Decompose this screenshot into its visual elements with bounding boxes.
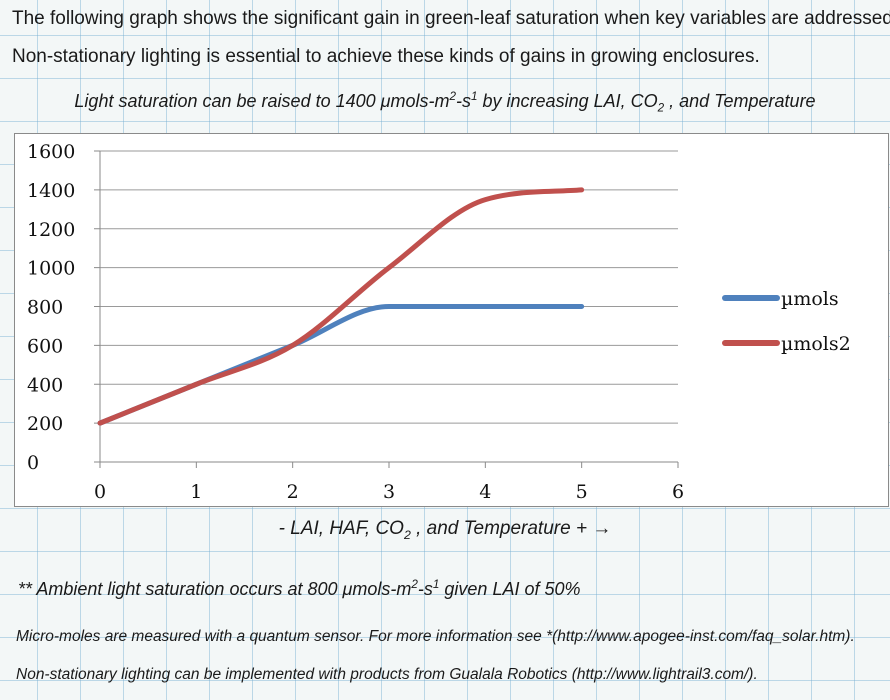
y-tick-label: 0	[27, 452, 39, 474]
note-sup-1: 2	[411, 578, 418, 591]
x-axis-caption: - LAI, HAF, CO2 , and Temperature + →	[0, 518, 890, 542]
y-tick-label: 1000	[27, 258, 75, 280]
subtitle-sub-1: 2	[657, 101, 665, 115]
subtitle-text-1: Light saturation can be raised to 1400 μ…	[74, 91, 450, 111]
y-tick-label: 400	[27, 374, 63, 396]
chart-subtitle: Light saturation can be raised to 1400 μ…	[0, 90, 890, 115]
legend-label-2: µmols2	[781, 333, 851, 355]
y-tick-label: 1400	[27, 180, 75, 202]
note-text-2: -s	[417, 579, 433, 599]
x-tick-label: 2	[287, 481, 299, 503]
series-line-1	[97, 303, 585, 426]
intro-line-1: The following graph shows the significan…	[12, 8, 890, 29]
y-tick-label: 600	[27, 335, 63, 357]
x-tick-label: 6	[672, 481, 684, 503]
note-sup-2: 1	[432, 578, 440, 591]
subtitle-sup-1: 2	[449, 90, 457, 103]
x-caption-text-2: , and Temperature + →	[410, 518, 612, 539]
y-tick-label: 800	[27, 297, 63, 319]
y-tick-label: 200	[27, 413, 63, 435]
line-chart: 0 200 400 600 800 1000 1200 1400 1600 0 1 2 3 4 5 6 µmol…	[27, 141, 851, 503]
note-text-3: given LAI of 50%	[439, 579, 581, 599]
y-tick-label: 1200	[27, 219, 75, 241]
subtitle-text-4: , and Temperature	[664, 91, 816, 111]
subtitle-sup-2: 1	[471, 90, 478, 103]
x-caption-text-1: - LAI, HAF, CO	[278, 518, 404, 539]
intro-line-2: Non-stationary lighting is essential to …	[12, 46, 760, 67]
x-tick-label: 1	[190, 481, 202, 503]
legend-label-1: µmols	[781, 288, 839, 310]
footer-line-2: Non-stationary lighting can be implement…	[16, 666, 758, 683]
subtitle-text-3: by increasing LAI, CO	[477, 91, 658, 111]
x-tick-label: 3	[383, 481, 395, 503]
ambient-note: ** Ambient light saturation occurs at 80…	[18, 578, 581, 600]
x-tick-label: 0	[94, 481, 106, 503]
subtitle-text-2: -s	[456, 91, 472, 111]
chart-area: 0 200 400 600 800 1000 1200 1400 1600 0 1 2 3 4 5 6 µmol…	[14, 133, 889, 507]
x-tick-label: 4	[479, 481, 491, 503]
x-tick-label: 5	[576, 481, 588, 503]
x-caption-sub-1: 2	[403, 527, 411, 542]
footer-line-1: Micro-moles are measured with a quantum …	[16, 628, 855, 645]
note-text-1: ** Ambient light saturation occurs at 80…	[18, 579, 412, 599]
y-tick-label: 1600	[27, 141, 75, 163]
series-line-2	[97, 187, 585, 426]
